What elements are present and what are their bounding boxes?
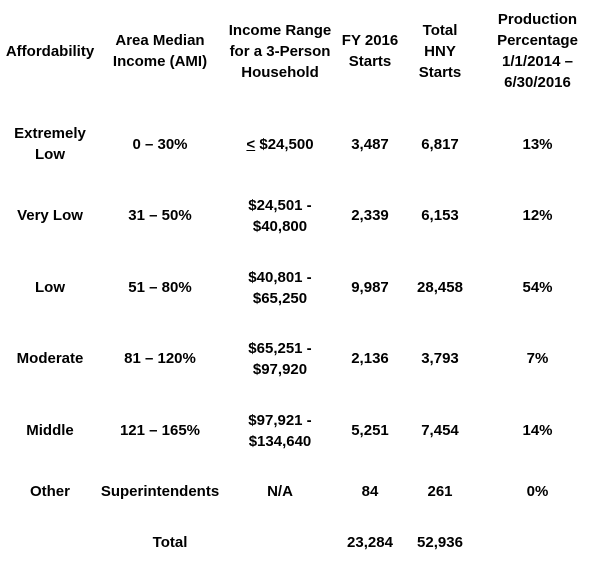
row-ami: 121 – 165%	[119, 422, 201, 439]
row-production-pct: 12%	[522, 207, 553, 224]
header-total-starts: Total HNY Starts	[418, 21, 462, 81]
row-production-pct: 0%	[526, 483, 549, 500]
total-fy-starts: 23,284	[347, 534, 393, 551]
income-range-value: $24,500	[255, 136, 314, 153]
row-income-range: < $24,500	[220, 134, 340, 155]
row-ami: 31 – 50%	[128, 207, 192, 224]
header-ami: Area Median Income (AMI)	[112, 32, 208, 70]
row-fy-starts: 5,251	[351, 422, 389, 439]
row-ami: Superintendents	[100, 483, 220, 500]
row-production-pct: 14%	[522, 422, 553, 439]
row-fy-starts: 84	[361, 483, 379, 500]
row-total-starts: 6,153	[421, 207, 459, 224]
row-fy-starts: 3,487	[351, 136, 389, 153]
row-income-range: $97,921 - $134,640	[248, 412, 312, 450]
row-fy-starts: 2,339	[351, 207, 389, 224]
row-affordability: Other	[29, 483, 70, 500]
row-affordability: Extremely Low	[14, 125, 86, 163]
header-fy-starts: FY 2016 Starts	[341, 32, 399, 70]
row-total-starts: 6,817	[421, 136, 459, 153]
row-total-starts: 3,793	[421, 350, 459, 367]
header-income-range: Income Range for a 3-Person Household	[228, 21, 332, 81]
row-income-range: $40,801 - $65,250	[248, 269, 312, 307]
row-production-pct: 13%	[522, 136, 553, 153]
header-production-pct: Production Percentage 1/1/2014 – 6/30/20…	[497, 11, 578, 91]
total-total-starts: 52,936	[417, 534, 463, 551]
row-income-range: $24,501 - $40,800	[248, 197, 312, 235]
header-affordability: Affordability	[5, 42, 95, 60]
row-fy-starts: 9,987	[351, 279, 389, 296]
row-total-starts: 261	[427, 483, 453, 500]
row-affordability: Low	[35, 279, 65, 296]
row-affordability: Very Low	[17, 207, 83, 224]
row-affordability: Middle	[26, 422, 74, 439]
row-ami: 0 – 30%	[132, 136, 188, 153]
row-fy-starts: 2,136	[351, 350, 389, 367]
row-income-range: N/A	[267, 483, 293, 500]
row-income-range: $65,251 - $97,920	[248, 340, 312, 378]
total-label: Total	[152, 534, 188, 551]
row-total-starts: 7,454	[421, 422, 459, 439]
row-production-pct: 7%	[526, 350, 549, 367]
less-or-equal-symbol: <	[246, 136, 256, 153]
row-ami: 81 – 120%	[124, 350, 196, 367]
row-total-starts: 28,458	[417, 279, 463, 296]
row-ami: 51 – 80%	[128, 279, 192, 296]
row-production-pct: 54%	[522, 279, 553, 296]
row-affordability: Moderate	[16, 350, 84, 367]
